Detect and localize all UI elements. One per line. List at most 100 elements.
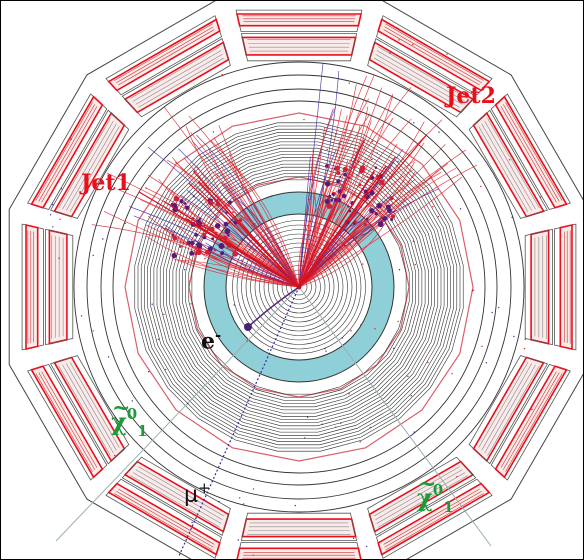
chamber-frame — [240, 512, 358, 541]
hit — [414, 263, 416, 266]
hit — [254, 223, 256, 225]
energy-deposit — [196, 249, 202, 256]
hit — [393, 347, 395, 350]
hit — [473, 89, 475, 91]
energy-deposit — [209, 226, 215, 232]
hit — [148, 371, 150, 373]
energy-deposit — [172, 236, 178, 241]
jet-track — [228, 159, 300, 288]
hit — [397, 320, 399, 323]
tracker-layer — [147, 135, 451, 439]
jet-track — [196, 134, 300, 288]
jet-track — [298, 179, 416, 288]
drift-layer — [281, 269, 317, 305]
jet-core-track — [298, 134, 428, 288]
hit — [303, 118, 305, 121]
jet2-label: Jet2 — [446, 83, 496, 109]
energy-deposit — [363, 223, 367, 227]
hit — [524, 338, 526, 341]
module-stripe — [38, 104, 95, 202]
calorimeter-module — [48, 229, 68, 345]
hadronic-calorimeter — [73, 61, 525, 513]
jet-track — [215, 196, 300, 288]
module-stripe — [114, 23, 213, 81]
hit — [114, 454, 116, 457]
energy-deposit — [232, 211, 234, 214]
energy-deposit — [382, 216, 388, 222]
hit — [308, 198, 310, 201]
hit — [252, 488, 255, 490]
hit — [80, 315, 83, 317]
energy-deposit — [196, 242, 203, 249]
energy-deposit — [189, 250, 195, 256]
hit — [335, 426, 337, 428]
hit — [410, 395, 412, 397]
outer-frame — [8, 1, 583, 559]
hit — [173, 219, 176, 221]
hit — [446, 53, 448, 55]
hit — [362, 263, 364, 265]
jet-track — [298, 221, 387, 288]
electron-label: e- — [201, 328, 221, 355]
module-stripe — [35, 373, 93, 472]
silicon-outer-edge — [203, 191, 395, 383]
jet-track — [298, 163, 448, 288]
hit — [243, 503, 245, 505]
jet-core-track — [298, 169, 376, 288]
hit — [340, 422, 342, 424]
module-stripe — [487, 365, 540, 456]
energy-deposit — [194, 252, 198, 256]
hit — [191, 521, 193, 524]
energy-deposit — [185, 205, 190, 211]
jet-track — [298, 113, 371, 288]
hit — [124, 222, 127, 225]
energy-deposit — [330, 198, 334, 202]
energy-deposit — [224, 228, 231, 235]
hit — [258, 140, 260, 142]
jet-core-track — [163, 200, 300, 288]
jet-track — [298, 63, 324, 288]
energy-deposit — [327, 197, 330, 200]
energy-deposit — [366, 217, 369, 221]
hit — [371, 140, 374, 143]
electron-symbol: e — [201, 328, 215, 355]
electron-track — [247, 286, 300, 328]
energy-deposit — [220, 251, 225, 256]
energy-deposit — [218, 243, 225, 249]
calorimeter-module — [241, 36, 357, 56]
module-stripe — [135, 469, 223, 521]
module-stripe — [62, 120, 114, 210]
hit — [237, 539, 239, 541]
neutralino-2-label: ~ χ01 — [417, 473, 454, 515]
energy-deposit — [326, 203, 333, 209]
hit — [374, 328, 376, 330]
neutralino-1-sup: 0 — [126, 405, 138, 423]
chamber-frame — [367, 38, 477, 118]
module-stripe — [116, 491, 214, 548]
jet-track — [298, 106, 337, 288]
hit — [184, 269, 186, 271]
hit — [397, 160, 399, 163]
muon-symbol: μ — [184, 482, 198, 508]
hit — [58, 257, 60, 259]
jet-track — [147, 215, 300, 288]
hit — [412, 43, 414, 46]
energy-deposit — [192, 195, 195, 198]
module-stripe — [132, 50, 222, 102]
chamber-frame — [121, 38, 231, 118]
tracker-layer — [144, 132, 454, 442]
module-stripe — [118, 29, 215, 86]
hit — [198, 213, 200, 216]
hit — [412, 240, 415, 242]
hit — [481, 345, 483, 348]
hit — [348, 393, 350, 395]
jet-track — [298, 120, 372, 288]
hit — [326, 148, 328, 151]
hit — [341, 337, 344, 339]
hit — [60, 188, 62, 190]
jet-core-track — [188, 182, 300, 288]
calorimeter-ring — [73, 61, 525, 513]
hit — [193, 170, 195, 172]
hit — [398, 39, 400, 41]
